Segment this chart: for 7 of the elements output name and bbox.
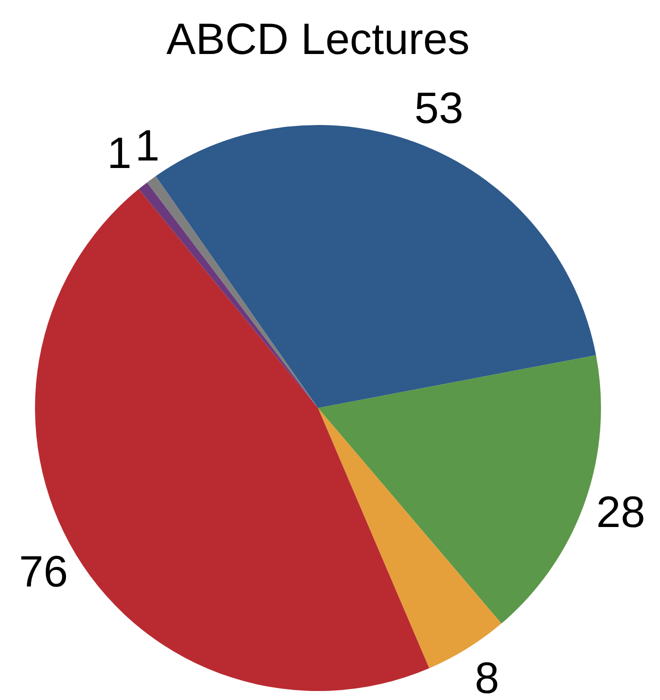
data-label: 28	[596, 488, 646, 537]
data-label: 8	[474, 654, 500, 700]
chart-title: ABCD Lectures	[166, 15, 470, 64]
data-label: 1	[107, 128, 132, 178]
data-label: 76	[19, 548, 68, 597]
data-label: 1	[135, 122, 160, 171]
data-label: 53	[414, 84, 464, 133]
